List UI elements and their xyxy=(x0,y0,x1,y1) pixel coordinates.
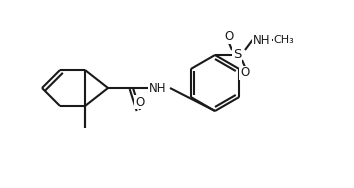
Text: O: O xyxy=(224,30,234,43)
Text: CH₃: CH₃ xyxy=(274,35,295,45)
Text: O: O xyxy=(240,67,250,80)
Text: NH: NH xyxy=(253,33,271,46)
Text: NH: NH xyxy=(149,82,167,95)
Text: O: O xyxy=(135,96,145,108)
Text: S: S xyxy=(233,49,241,61)
